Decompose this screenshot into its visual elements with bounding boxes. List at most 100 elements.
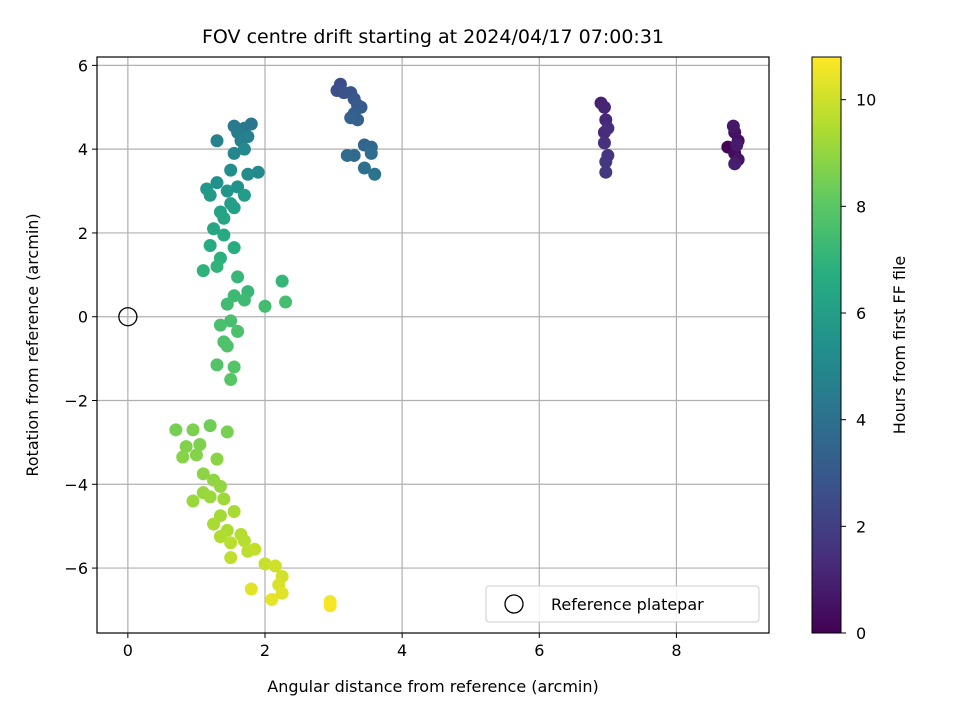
data-point [275, 586, 289, 600]
data-point [241, 167, 255, 181]
colorbar-tick-label: 0 [856, 624, 866, 643]
data-point [237, 188, 251, 202]
colorbar-tick-label: 4 [856, 411, 866, 430]
x-tick-label: 0 [123, 641, 133, 660]
data-point [224, 163, 238, 177]
y-axis-label: Rotation from reference (arcmin) [23, 213, 42, 476]
reference-marker [118, 307, 138, 327]
data-point [193, 437, 207, 451]
chart-title: FOV centre drift starting at 2024/04/17 … [202, 26, 664, 48]
data-point [601, 121, 615, 135]
data-point [217, 492, 231, 506]
data-point [220, 184, 234, 198]
y-tick-label: 6 [78, 56, 88, 75]
data-point [227, 201, 241, 215]
data-point [224, 551, 238, 565]
colorbar-label: Hours from first FF file [890, 256, 909, 435]
data-point [220, 425, 234, 439]
y-tick-label: 4 [78, 140, 88, 159]
y-tick-label: −6 [64, 559, 88, 578]
data-point [237, 534, 251, 548]
x-tick-label: 4 [397, 641, 407, 660]
data-point [279, 295, 293, 309]
data-point [231, 270, 245, 284]
data-point [169, 423, 183, 437]
data-point [599, 165, 613, 179]
legend: Reference platepar [485, 585, 760, 623]
data-point [220, 339, 234, 353]
colorbar-tick-label: 2 [856, 517, 866, 536]
x-axis-ticks: 0 2 4 6 8 [123, 633, 682, 660]
data-point [237, 293, 251, 307]
y-tick-label: 0 [78, 308, 88, 327]
data-point [275, 274, 289, 288]
x-axis-label: Angular distance from reference (arcmin) [267, 677, 598, 696]
data-point [237, 142, 251, 156]
y-tick-label: −4 [64, 475, 88, 494]
colorbar: 0 2 4 6 8 10 Hours from first FF file [811, 56, 909, 643]
plot-frame [96, 56, 770, 634]
data-point [227, 360, 241, 374]
data-point [210, 452, 224, 466]
data-point [344, 111, 358, 125]
data-point [258, 299, 272, 313]
data-point [730, 138, 744, 152]
data-point [357, 161, 371, 175]
data-point [599, 155, 613, 169]
data-point [220, 297, 234, 311]
data-point [189, 448, 203, 462]
data-point [251, 165, 265, 179]
legend-box [485, 585, 760, 623]
data-point [186, 423, 200, 437]
data-point [210, 259, 224, 273]
data-point [207, 222, 221, 236]
data-point [244, 582, 258, 596]
data-point [210, 176, 224, 190]
x-tick-label: 2 [260, 641, 270, 660]
data-point [224, 536, 238, 550]
data-point [224, 373, 238, 387]
x-tick-label: 8 [671, 641, 681, 660]
x-tick-label: 6 [534, 641, 544, 660]
data-point [203, 239, 217, 253]
data-point [231, 324, 245, 338]
data-point [217, 228, 231, 242]
data-point [203, 188, 217, 202]
data-point [227, 241, 241, 255]
colorbar-gradient [811, 56, 842, 634]
data-point [224, 314, 238, 328]
data-point [196, 264, 210, 278]
data-point [179, 440, 193, 454]
data-point [203, 490, 217, 504]
colorbar-tick-label: 8 [856, 197, 866, 216]
data-point [186, 494, 200, 508]
data-point [364, 146, 378, 160]
legend-label: Reference platepar [551, 595, 704, 614]
data-point [203, 419, 217, 433]
y-axis-ticks: −6 −4 −2 0 2 4 6 [64, 56, 97, 578]
data-point [340, 148, 354, 162]
data-point [210, 358, 224, 372]
data-point [248, 542, 262, 556]
data-point [726, 119, 740, 133]
reference-platepar-marker [118, 307, 138, 327]
data-points [169, 77, 745, 613]
data-point [268, 559, 282, 573]
data-point [323, 599, 337, 613]
colorbar-tick-label: 10 [856, 91, 876, 110]
y-tick-label: −2 [64, 392, 88, 411]
data-point [597, 100, 611, 114]
y-tick-label: 2 [78, 224, 88, 243]
legend-marker [504, 594, 524, 614]
data-point [213, 318, 227, 332]
data-point [265, 592, 279, 606]
data-point [196, 467, 210, 481]
grid-lines [97, 57, 769, 633]
colorbar-ticks: 0 2 4 6 8 10 [841, 91, 876, 643]
data-point [597, 136, 611, 150]
data-point [728, 157, 742, 171]
data-point [210, 134, 224, 148]
data-point [227, 505, 241, 519]
colorbar-tick-label: 6 [856, 304, 866, 323]
